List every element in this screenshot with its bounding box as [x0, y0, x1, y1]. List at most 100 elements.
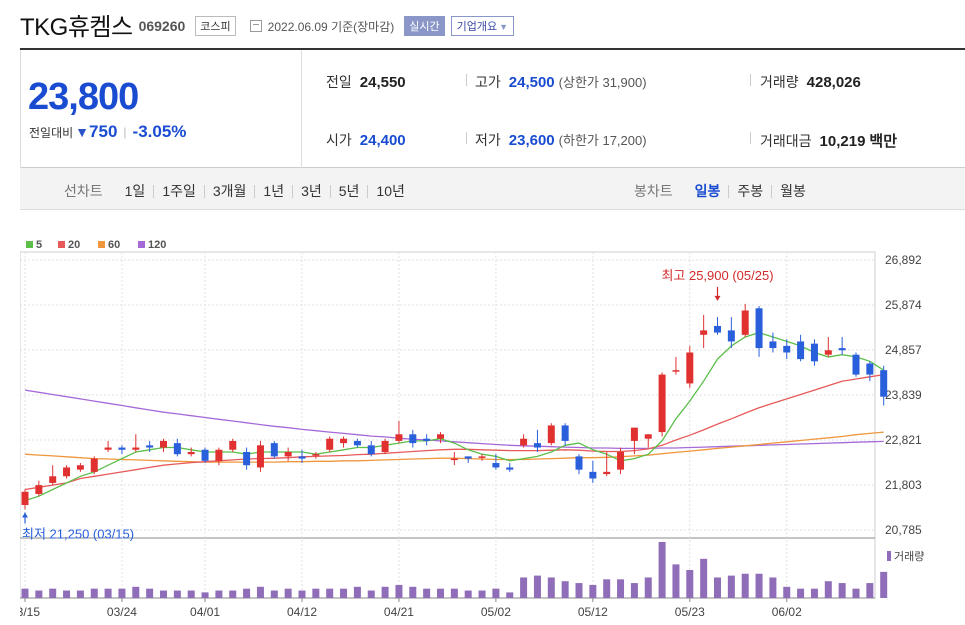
volume-bar — [298, 590, 306, 598]
change-value: 750 — [89, 122, 118, 141]
volume-bar — [63, 590, 71, 598]
y-tick-label: 23,839 — [885, 388, 922, 402]
current-price-panel: 23,800 전일대비 ▼ 750 | -3.05% — [20, 50, 302, 168]
volume-label: 거래량 — [760, 74, 799, 90]
candle-body — [506, 467, 514, 470]
realtime-button[interactable]: 실시간 — [404, 16, 445, 36]
candle-body — [533, 443, 541, 448]
volume-bar — [478, 590, 486, 598]
y-tick-label: 24,857 — [885, 343, 922, 357]
volume-bar — [797, 588, 805, 598]
change-divider: | — [123, 125, 127, 139]
volume: 거래량 428,026 — [760, 72, 861, 92]
volume-bar — [173, 590, 181, 598]
candle-body — [450, 458, 458, 461]
volume-bar — [810, 588, 818, 598]
calendar-icon — [249, 20, 262, 32]
candle-body — [727, 330, 735, 342]
volume-bar — [256, 586, 264, 598]
line-chart-title: 선차트 — [64, 183, 103, 199]
price-change: 전일대비 ▼ 750 | -3.05% — [29, 122, 186, 142]
x-tick-label: 04/12 — [287, 605, 317, 619]
candle-body — [880, 370, 888, 397]
volume-legend-label: 거래량 — [894, 550, 924, 563]
legend-label: 20 — [68, 239, 80, 251]
period-5y[interactable]: 5년 — [331, 184, 369, 198]
candle-body — [520, 438, 528, 446]
candle-body — [76, 465, 84, 470]
period-1d[interactable]: 1일 — [117, 184, 155, 198]
amount-value: 10,219 — [819, 133, 866, 150]
period-1w[interactable]: 1주일 — [154, 184, 205, 198]
period-3m[interactable]: 3개월 — [205, 184, 256, 198]
candle-body — [215, 449, 223, 461]
period-weekly[interactable]: 주봉 — [729, 184, 773, 198]
current-price: 23,800 — [28, 76, 139, 118]
candle-body — [603, 471, 611, 475]
amount-label: 거래대금 — [760, 133, 812, 149]
candle-body — [353, 440, 361, 446]
candle-body — [146, 445, 154, 448]
x-tick-label: 03/15 — [20, 605, 40, 619]
volume-bar — [312, 588, 320, 598]
candle-body — [672, 370, 680, 372]
candle-body — [755, 308, 763, 349]
period-3y[interactable]: 3년 — [293, 184, 331, 198]
open-label: 시가 — [326, 132, 352, 148]
change-label: 전일대비 — [29, 125, 74, 140]
volume-bar — [118, 588, 126, 598]
period-monthly[interactable]: 월봉 — [780, 182, 806, 199]
candle-body — [810, 343, 818, 362]
volume-bar — [866, 583, 874, 598]
candle-body — [187, 451, 195, 455]
volume-bar — [603, 579, 611, 598]
period-10y[interactable]: 10년 — [376, 182, 405, 199]
low-annotation: 최저 21,250 (03/15) — [22, 526, 134, 541]
candle-body — [49, 476, 57, 483]
y-tick-label: 20,785 — [885, 523, 922, 537]
ma20-line — [24, 373, 884, 491]
y-tick-label: 22,821 — [885, 433, 922, 447]
volume-bar — [21, 588, 29, 598]
volume-bar — [533, 575, 541, 598]
candle-body — [700, 330, 708, 335]
market-badge: 코스피 — [195, 16, 236, 36]
volume-bar — [852, 588, 860, 598]
volume-bar — [520, 577, 528, 598]
candle-body — [118, 447, 126, 450]
candle-chart-title: 봉차트 — [634, 183, 673, 199]
volume-bar — [284, 588, 292, 598]
trade-amount: 거래대금 10,219 백만 — [760, 130, 897, 151]
candle-body — [35, 485, 43, 494]
volume-bar — [617, 579, 625, 598]
x-tick-label: 06/02 — [772, 605, 802, 619]
candle-body — [852, 354, 860, 375]
volume-bar — [450, 588, 458, 598]
candle-body — [423, 438, 431, 441]
volume-bar — [160, 590, 167, 598]
prev-close-label: 전일 — [326, 74, 352, 90]
candle-body — [256, 445, 264, 468]
volume-bar — [575, 583, 583, 598]
volume-bar — [547, 577, 555, 598]
volume-bar — [381, 586, 389, 598]
candle-body — [284, 451, 292, 457]
volume-bar — [270, 590, 278, 598]
volume-bar — [423, 588, 431, 598]
candle-body — [132, 447, 140, 450]
candle-body — [797, 341, 805, 360]
candle-body — [866, 363, 874, 375]
period-1y[interactable]: 1년 — [255, 184, 294, 198]
volume-bar — [769, 577, 777, 598]
x-tick-label: 05/02 — [481, 605, 511, 619]
stock-name: TKG휴켐스 — [20, 13, 133, 41]
prev-close-value: 24,550 — [359, 74, 406, 91]
divider — [750, 132, 751, 144]
volume-bar — [880, 571, 888, 598]
x-tick-label: 03/24 — [107, 605, 137, 619]
company-overview-dropdown[interactable]: 기업개요 ▼ — [450, 16, 515, 36]
period-bar: 선차트 1일 1주일 3개월 1년 3년 5년 10년 봉차트 일봉 주봉 월봉 — [20, 168, 965, 210]
volume-bar — [215, 590, 223, 598]
period-daily[interactable]: 일봉 — [687, 184, 730, 198]
candle-body — [437, 434, 444, 439]
